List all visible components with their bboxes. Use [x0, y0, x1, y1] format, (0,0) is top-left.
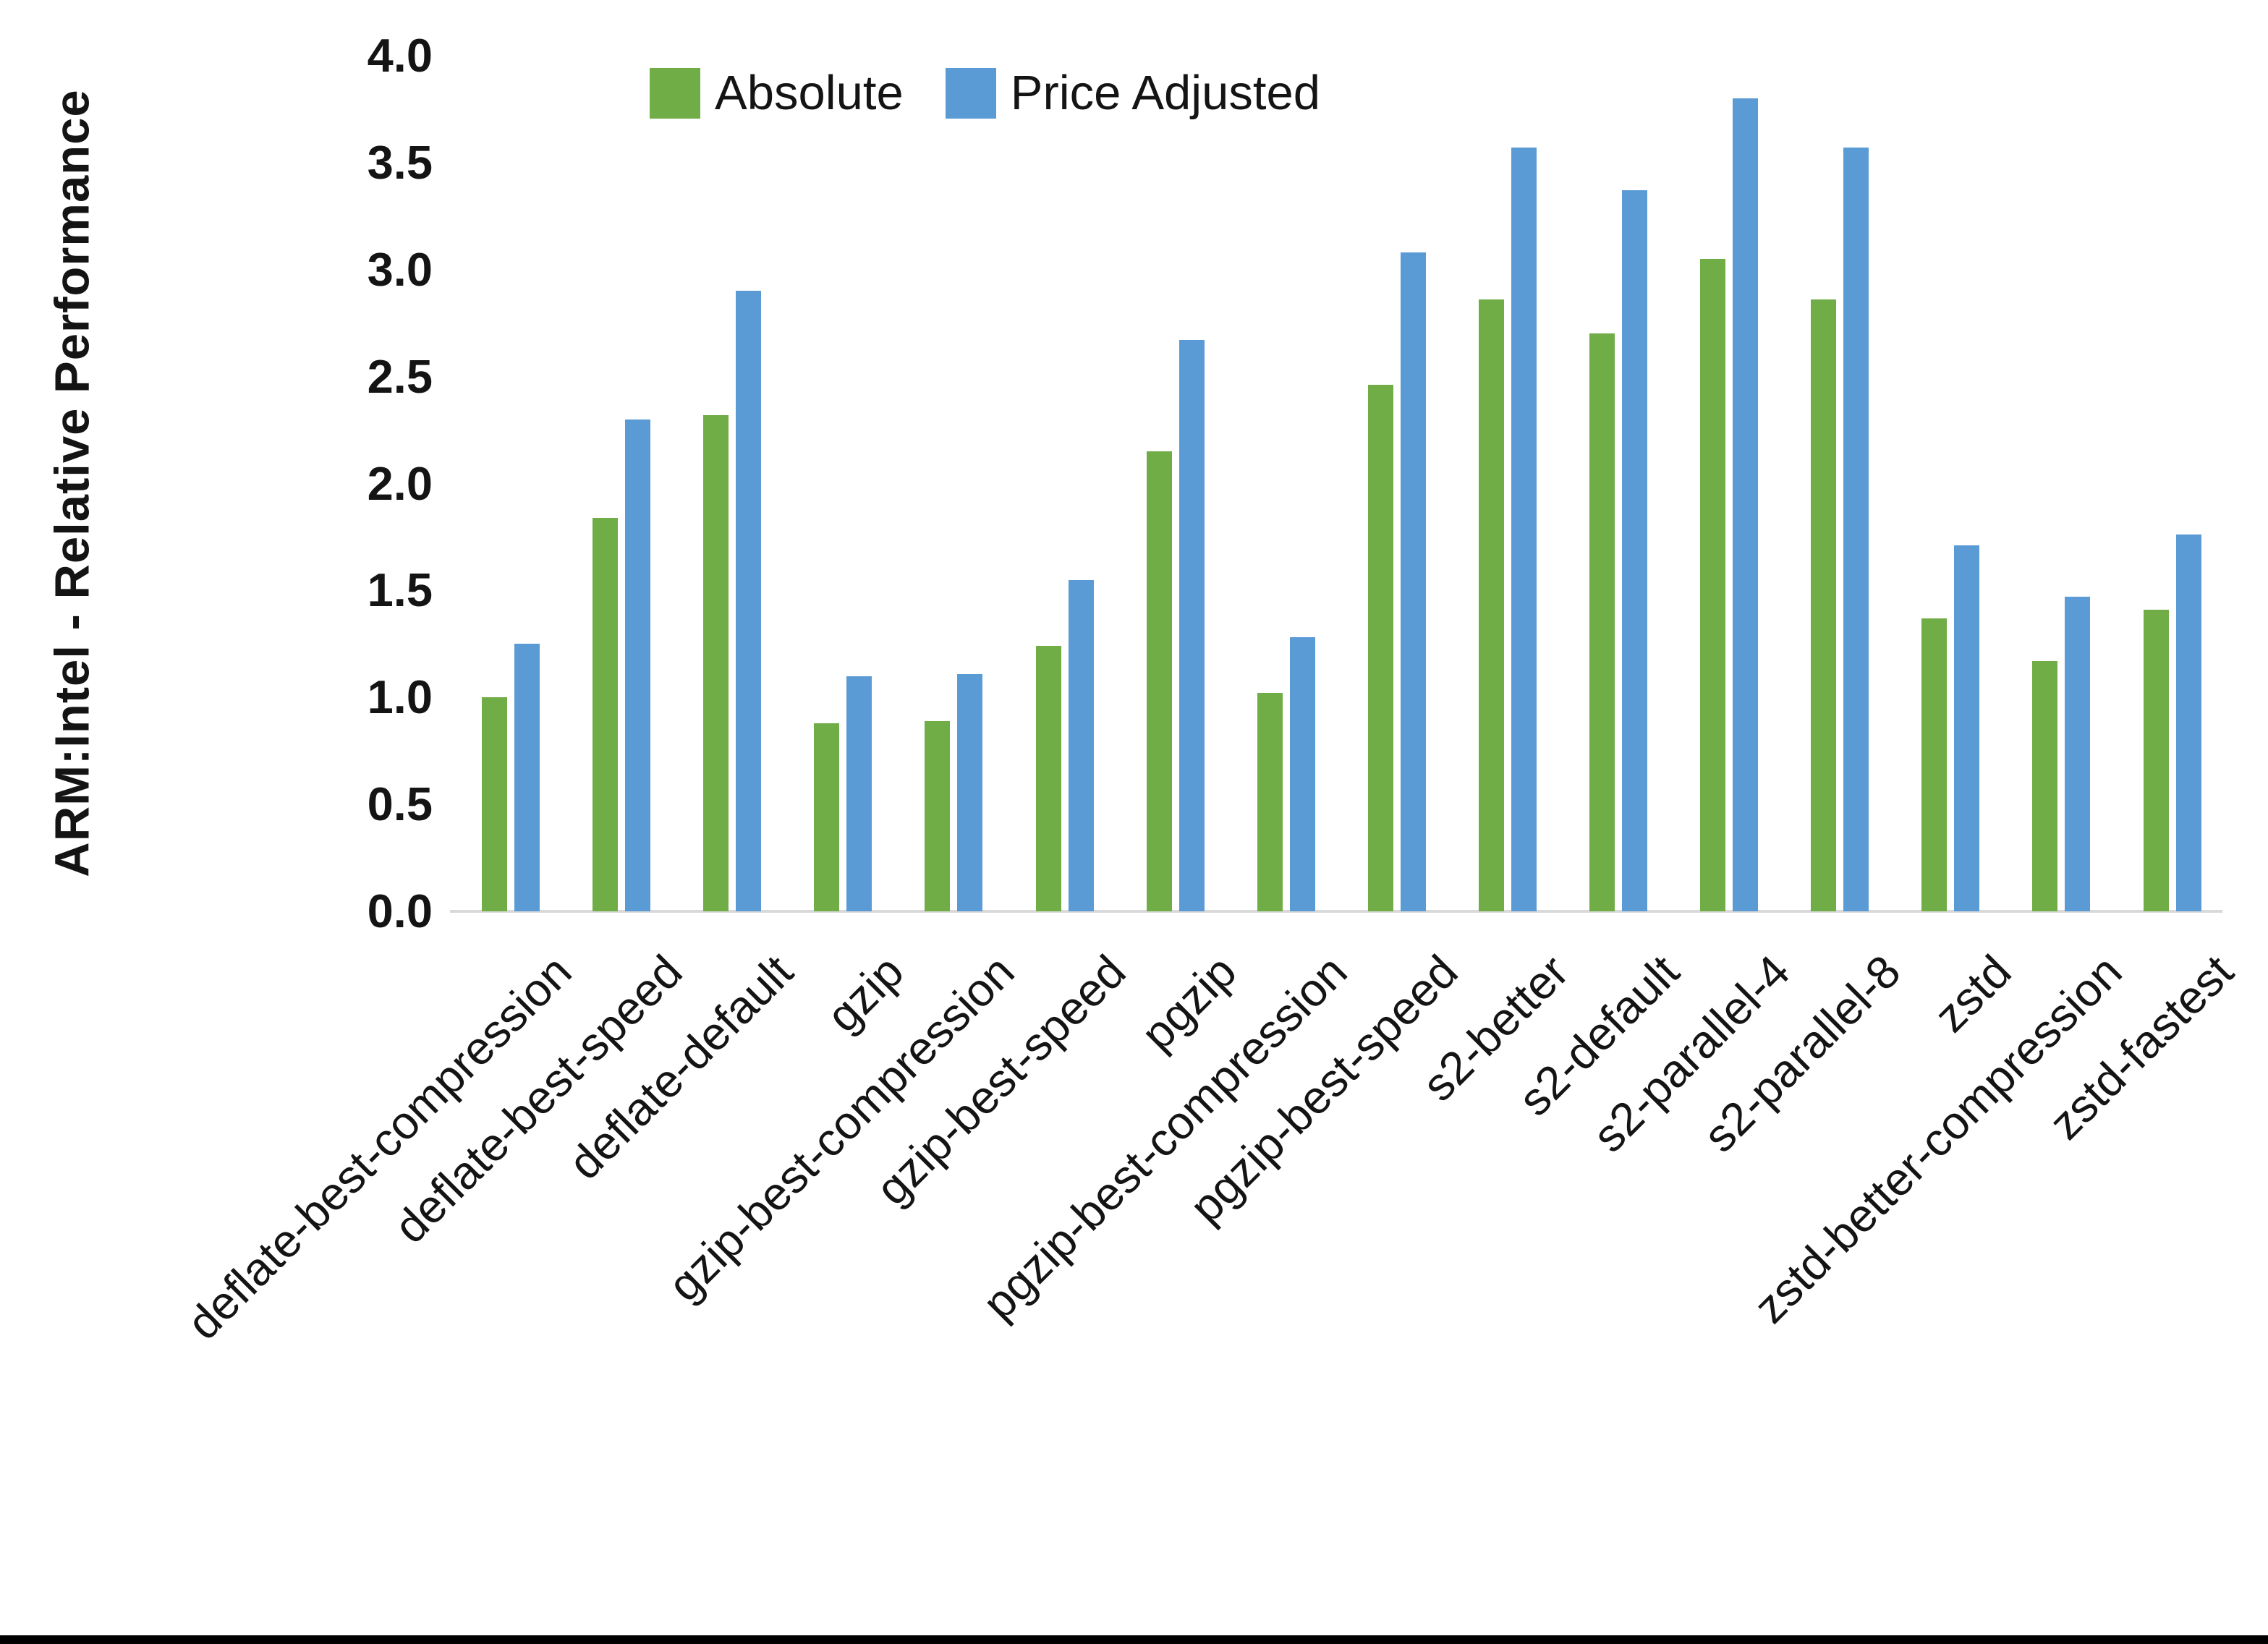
bar-price-adjusted-zstd — [1954, 545, 1980, 911]
bar-absolute-zstd-better-compression — [2032, 660, 2058, 911]
bar-price-adjusted-s2-better — [1511, 148, 1537, 911]
bar-price-adjusted-deflate-default — [736, 291, 762, 911]
bar-price-adjusted-pgzip — [1178, 340, 1205, 911]
bar-absolute-pgzip-best-speed — [1367, 385, 1393, 911]
bar-absolute-s2-parallel-4 — [1700, 258, 1726, 911]
bar-price-adjusted-pgzip-best-compression — [1289, 637, 1315, 911]
bar-price-adjusted-s2-parallel-4 — [1733, 98, 1759, 911]
bar-price-adjusted-deflate-best-compression — [514, 644, 540, 911]
legend-swatch-absolute — [650, 67, 700, 119]
bar-absolute-s2-parallel-8 — [1811, 299, 1837, 911]
y-axis-tick-label: 0.0 — [367, 885, 433, 937]
bar-absolute-gzip — [814, 723, 840, 911]
y-axis-tick-label: 4.0 — [367, 29, 433, 82]
bar-absolute-pgzip — [1146, 451, 1172, 911]
legend-swatch-price-adjusted — [945, 67, 996, 119]
bar-price-adjusted-s2-default — [1622, 190, 1647, 911]
bar-absolute-gzip-best-compression — [925, 720, 951, 911]
bar-price-adjusted-pgzip-best-speed — [1400, 252, 1426, 911]
bar-price-adjusted-gzip-best-compression — [957, 673, 983, 911]
bar-price-adjusted-gzip-best-speed — [1068, 579, 1094, 911]
bar-absolute-s2-default — [1589, 333, 1615, 911]
legend-label-absolute: Absolute — [715, 66, 904, 120]
bar-price-adjusted-zstd-better-compression — [2065, 597, 2091, 911]
y-axis-tick-label: 0.5 — [367, 778, 433, 831]
y-axis-tick-label: 2.0 — [367, 456, 433, 510]
bar-absolute-zstd — [1921, 618, 1948, 911]
y-axis-tick-label: 1.5 — [367, 563, 433, 617]
bar-absolute-pgzip-best-compression — [1257, 693, 1283, 911]
bar-absolute-deflate-best-speed — [593, 517, 619, 911]
bar-absolute-zstd-fastest — [2143, 609, 2169, 911]
x-axis-category-label: gzip — [816, 945, 914, 1042]
x-axis-category-label: zstd — [1924, 945, 2021, 1042]
bar-price-adjusted-gzip — [846, 676, 872, 911]
legend: Absolute Price Adjusted — [650, 65, 1320, 121]
y-axis-tick-label: 1.0 — [367, 670, 433, 724]
bar-absolute-s2-better — [1478, 299, 1504, 911]
legend-item-absolute: Absolute — [650, 65, 904, 121]
x-axis-line — [450, 910, 2222, 913]
bar-absolute-deflate-default — [703, 414, 729, 911]
bar-absolute-gzip-best-speed — [1035, 646, 1061, 911]
legend-item-price-adjusted: Price Adjusted — [945, 65, 1321, 121]
bar-absolute-deflate-best-compression — [482, 697, 507, 911]
bar-price-adjusted-zstd-fastest — [2175, 534, 2201, 911]
y-axis-tick-label: 3.0 — [367, 242, 433, 296]
y-axis-tick-label: 2.5 — [367, 349, 433, 403]
legend-label-price-adjusted: Price Adjusted — [1010, 66, 1321, 120]
bar-price-adjusted-deflate-best-speed — [625, 419, 651, 911]
bar-price-adjusted-s2-parallel-8 — [1843, 148, 1869, 911]
y-axis-tick-label: 3.5 — [367, 135, 433, 189]
y-axis-title: ARM:Intel - Relative Performance — [45, 89, 100, 877]
